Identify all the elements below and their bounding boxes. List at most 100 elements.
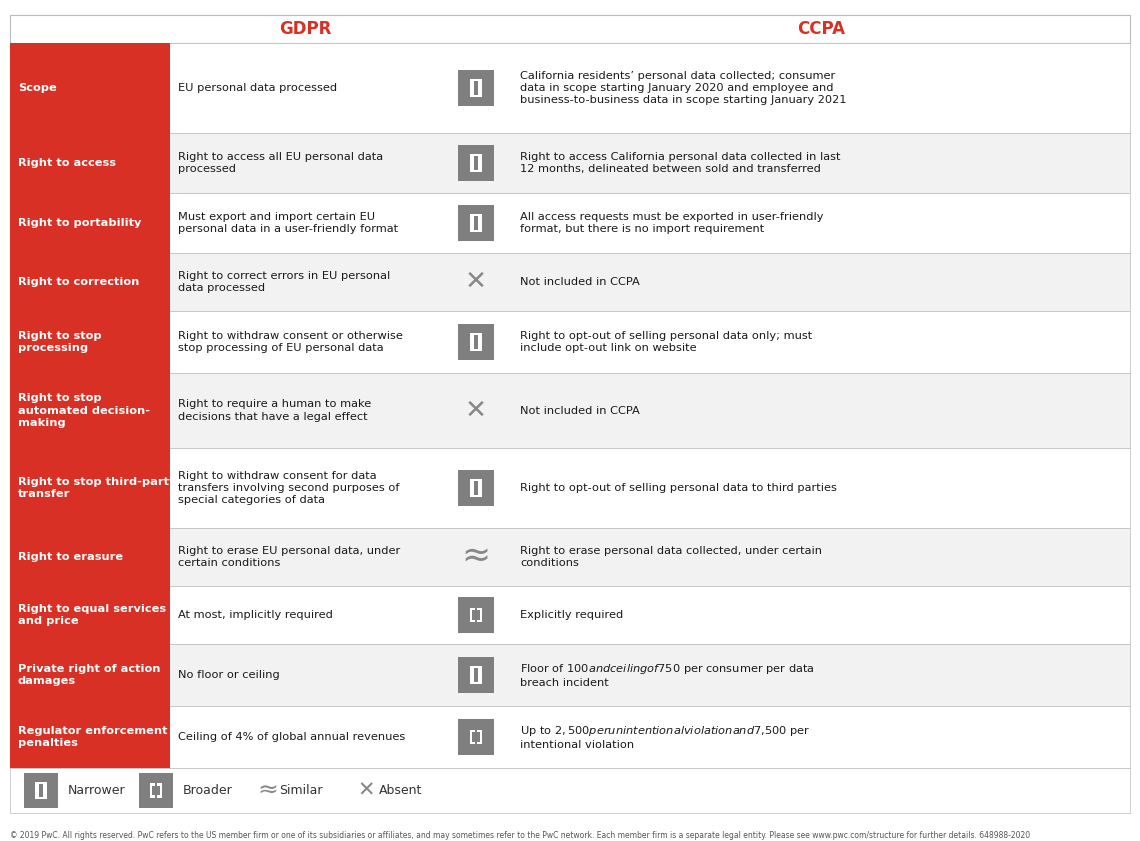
Bar bbox=[458, 70, 494, 106]
Bar bbox=[10, 43, 1130, 133]
Text: Right to access California personal data collected in last
12 months, delineated: Right to access California personal data… bbox=[520, 151, 840, 174]
Bar bbox=[10, 706, 1130, 768]
Text: Similar: Similar bbox=[279, 784, 323, 797]
Text: ✕: ✕ bbox=[357, 780, 375, 801]
Text: Right to correct errors in EU personal
data processed: Right to correct errors in EU personal d… bbox=[178, 271, 390, 294]
Bar bbox=[478, 742, 482, 744]
Text: CCPA: CCPA bbox=[797, 20, 845, 38]
Bar bbox=[478, 730, 482, 732]
Bar bbox=[10, 133, 1130, 193]
Bar bbox=[10, 448, 1130, 528]
Text: Narrower: Narrower bbox=[68, 784, 125, 797]
Text: Right to require a human to make
decisions that have a legal effect: Right to require a human to make decisio… bbox=[178, 399, 372, 421]
Bar bbox=[10, 528, 1130, 586]
Text: ≈: ≈ bbox=[462, 540, 490, 574]
Bar bbox=[478, 620, 482, 622]
Bar bbox=[470, 495, 482, 497]
Text: Right to erasure: Right to erasure bbox=[18, 552, 123, 562]
Text: Absent: Absent bbox=[378, 784, 423, 797]
Text: GDPR: GDPR bbox=[279, 20, 332, 38]
Text: Broader: Broader bbox=[184, 784, 233, 797]
Bar bbox=[470, 607, 475, 610]
Bar bbox=[470, 154, 482, 156]
Bar bbox=[10, 586, 170, 644]
Bar bbox=[470, 95, 482, 97]
Bar bbox=[10, 133, 170, 193]
Text: Regulator enforcement
penalties: Regulator enforcement penalties bbox=[18, 726, 168, 748]
Bar bbox=[10, 253, 1130, 311]
Bar bbox=[478, 216, 482, 230]
Bar bbox=[470, 82, 474, 95]
Text: No floor or ceiling: No floor or ceiling bbox=[178, 670, 279, 680]
Bar bbox=[10, 586, 1130, 644]
Text: Not included in CCPA: Not included in CCPA bbox=[520, 277, 640, 287]
Bar bbox=[10, 644, 170, 706]
Text: Right to opt-out of selling personal data to third parties: Right to opt-out of selling personal dat… bbox=[520, 483, 837, 493]
Bar bbox=[470, 730, 475, 732]
Bar bbox=[10, 193, 1130, 253]
Bar bbox=[35, 782, 47, 784]
Text: Right to erase EU personal data, under
certain conditions: Right to erase EU personal data, under c… bbox=[178, 546, 400, 569]
Bar bbox=[470, 214, 482, 216]
Text: ≈: ≈ bbox=[256, 779, 278, 802]
Bar bbox=[470, 479, 482, 481]
Text: Right to stop
processing: Right to stop processing bbox=[18, 331, 101, 353]
Bar bbox=[470, 230, 482, 232]
Text: California residents’ personal data collected; consumer
data in scope starting J: California residents’ personal data coll… bbox=[520, 71, 847, 105]
Text: Right to portability: Right to portability bbox=[18, 218, 141, 228]
Bar bbox=[10, 706, 170, 768]
Bar bbox=[10, 43, 170, 133]
Bar bbox=[470, 668, 474, 682]
Bar bbox=[10, 373, 1130, 448]
Bar bbox=[480, 730, 482, 744]
Text: Not included in CCPA: Not included in CCPA bbox=[520, 405, 640, 415]
Bar bbox=[478, 336, 482, 349]
Text: All access requests must be exported in user-friendly
format, but there is no im: All access requests must be exported in … bbox=[520, 212, 823, 234]
Bar bbox=[10, 253, 170, 311]
Bar bbox=[160, 784, 162, 797]
Bar bbox=[458, 719, 494, 755]
Bar bbox=[157, 796, 162, 797]
Text: At most, implicitly required: At most, implicitly required bbox=[178, 610, 333, 620]
Bar bbox=[10, 311, 1130, 373]
Bar bbox=[478, 156, 482, 170]
Bar bbox=[470, 336, 474, 349]
Bar bbox=[10, 528, 170, 586]
Text: Private right of action
damages: Private right of action damages bbox=[18, 664, 161, 686]
Text: ✕: ✕ bbox=[465, 398, 487, 424]
Bar bbox=[10, 15, 1130, 43]
Bar bbox=[149, 784, 155, 785]
Bar bbox=[478, 82, 482, 95]
Text: Scope: Scope bbox=[18, 83, 57, 93]
Bar bbox=[478, 481, 482, 495]
Bar bbox=[470, 79, 482, 82]
Text: Floor of $100 and ceiling of $750 per consumer per data
breach incident: Floor of $100 and ceiling of $750 per co… bbox=[520, 662, 815, 688]
Text: Right to withdraw consent for data
transfers involving second purposes of
specia: Right to withdraw consent for data trans… bbox=[178, 471, 399, 505]
Bar bbox=[10, 373, 170, 448]
Bar bbox=[480, 607, 482, 622]
Bar bbox=[458, 657, 494, 693]
Bar bbox=[478, 607, 482, 610]
Text: Right to stop third-party
transfer: Right to stop third-party transfer bbox=[18, 477, 177, 500]
Bar bbox=[470, 170, 482, 172]
Text: EU personal data processed: EU personal data processed bbox=[178, 83, 337, 93]
Bar bbox=[470, 481, 474, 495]
Bar bbox=[10, 311, 170, 373]
Bar bbox=[458, 205, 494, 241]
Text: Right to access all EU personal data
processed: Right to access all EU personal data pro… bbox=[178, 151, 383, 174]
Text: Right to stop
automated decision-
making: Right to stop automated decision- making bbox=[18, 393, 150, 428]
Bar bbox=[470, 742, 475, 744]
Bar bbox=[43, 784, 47, 797]
Text: Right to erase personal data collected, under certain
conditions: Right to erase personal data collected, … bbox=[520, 546, 822, 569]
Bar bbox=[470, 333, 482, 336]
Bar bbox=[478, 668, 482, 682]
Text: Right to access: Right to access bbox=[18, 158, 116, 168]
Bar bbox=[35, 797, 47, 799]
Text: Right to equal services
and price: Right to equal services and price bbox=[18, 604, 166, 627]
Bar bbox=[149, 796, 155, 797]
Bar bbox=[458, 470, 494, 506]
Bar bbox=[139, 774, 173, 807]
Text: Explicitly required: Explicitly required bbox=[520, 610, 624, 620]
Bar bbox=[458, 324, 494, 360]
Bar bbox=[470, 607, 472, 622]
